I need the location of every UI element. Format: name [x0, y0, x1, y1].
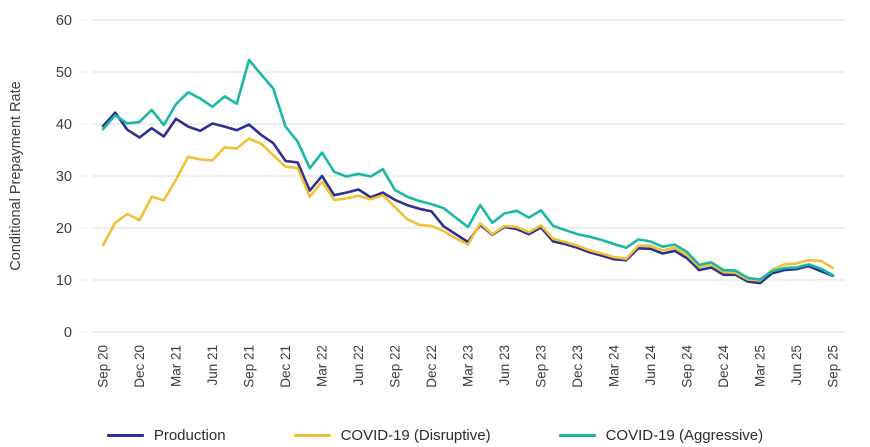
- x-tick-label: Dec 23: [570, 345, 585, 388]
- legend-item-covid-aggressive: COVID-19 (Aggressive): [558, 427, 764, 444]
- legend-item-covid-disruptive: COVID-19 (Disruptive): [293, 427, 491, 444]
- series-line-production: [101, 111, 835, 285]
- x-tick-label: Mar 25: [753, 345, 768, 387]
- y-tick-label: 0: [64, 325, 72, 341]
- x-tick-label: Jun 21: [205, 345, 220, 386]
- x-tick-label: Dec 24: [716, 345, 731, 388]
- y-tick-label: 10: [56, 273, 72, 289]
- series-line-covid-19-disruptive-: [101, 137, 835, 282]
- x-tick-label: Jun 23: [497, 345, 512, 386]
- legend-label: COVID-19 (Aggressive): [605, 427, 764, 444]
- x-tick-label: Sep 25: [826, 345, 841, 388]
- x-tick-label: Sep 24: [680, 345, 695, 388]
- x-tick-label: Dec 20: [132, 345, 147, 388]
- x-tick-label: Jun 25: [789, 345, 804, 386]
- chart-canvas: 0 10 20 30 40 50 60 Sep 20 Dec 20 Mar 21 Jun 21 Sep…: [56, 13, 845, 388]
- x-tick-label: Mar 23: [461, 345, 476, 387]
- x-tick-label: Mar 22: [315, 345, 330, 387]
- x-tick-label: Mar 24: [607, 345, 622, 388]
- covid-disruptive-line-swatch: [293, 434, 331, 437]
- y-tick-label: 40: [56, 117, 72, 133]
- x-tick-label: Jun 22: [351, 345, 366, 386]
- x-tick-label: Sep 23: [534, 345, 549, 388]
- x-tick-label: Dec 21: [278, 345, 293, 388]
- legend-item-production: Production: [106, 427, 226, 444]
- y-tick-label: 30: [56, 169, 72, 185]
- x-tick-label: Mar 21: [169, 345, 184, 387]
- x-tick-label: Dec 22: [424, 345, 439, 388]
- y-tick-label: 60: [56, 13, 72, 29]
- x-tick-label: Jun 24: [643, 345, 658, 386]
- x-tick-label: Sep 21: [242, 345, 257, 388]
- x-tick-label: Sep 22: [388, 345, 403, 388]
- y-tick-label: 20: [56, 221, 72, 237]
- x-tick-label: Sep 20: [96, 345, 111, 388]
- y-tick-label: 50: [56, 65, 72, 81]
- legend-label: Production: [153, 427, 226, 444]
- production-line-swatch: [106, 434, 144, 437]
- covid-aggressive-line-swatch: [558, 434, 596, 437]
- legend-label: COVID-19 (Disruptive): [340, 427, 491, 444]
- chart-legend: Production COVID-19 (Disruptive) COVID-1…: [0, 424, 870, 447]
- series-line-covid-19-aggressive-: [101, 58, 835, 281]
